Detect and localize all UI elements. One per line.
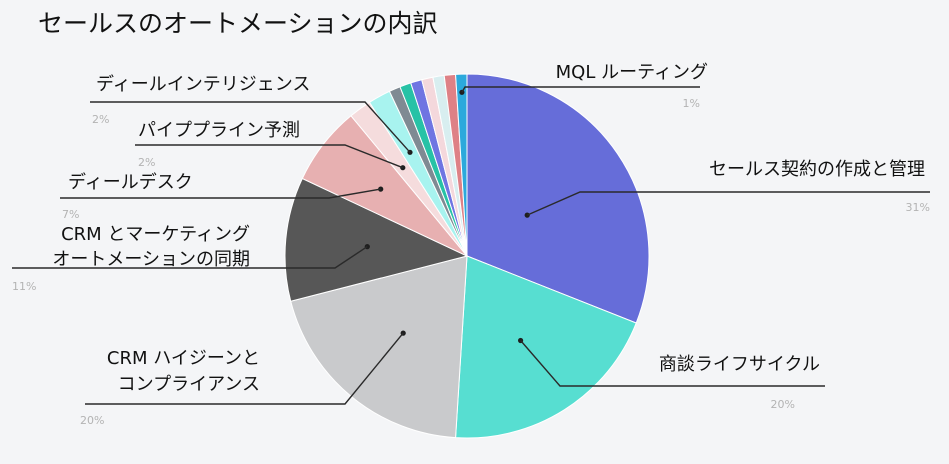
- slice-label-2-0: CRM ハイジーンと: [107, 348, 260, 369]
- slice-percent-3: 11%: [12, 280, 36, 293]
- slice-percent-4: 7%: [62, 208, 79, 221]
- callout-line-5: [135, 144, 404, 169]
- slice-label-4: ディールデスク: [68, 172, 193, 193]
- slice-label-3-0: CRM とマーケティング: [61, 224, 250, 245]
- slice-percent-2: 20%: [80, 414, 104, 427]
- pie-slice-3: [284, 177, 469, 302]
- callout-line-1: [520, 340, 825, 387]
- slice-label-1: 商談ライフサイクル: [659, 354, 820, 375]
- callout-line-4: [60, 188, 381, 199]
- slice-label-3-1: オートメーションの同期: [52, 249, 250, 270]
- slice-percent-5: 2%: [138, 156, 155, 169]
- slice-label-6: ディールインテリジェンス: [96, 74, 310, 95]
- slice-percent-0: 31%: [906, 201, 930, 214]
- callout-line-0: [526, 191, 930, 216]
- chart-title: セールスのオートメーションの内訳: [38, 9, 438, 38]
- pie-slice-0: [466, 73, 650, 324]
- slice-percent-1: 20%: [771, 398, 795, 411]
- callout-line-3: [12, 246, 368, 269]
- slice-label-13: MQL ルーティング: [556, 62, 708, 83]
- callout-line-2: [85, 332, 404, 405]
- slice-label-0: セールス契約の作成と管理: [709, 159, 925, 180]
- pie-slice-13: [455, 73, 468, 257]
- callout-line-13: [461, 86, 700, 93]
- slice-percent-6: 2%: [92, 113, 109, 126]
- slice-label-5: パイププライン予測: [138, 120, 300, 141]
- callout-line-6: [90, 101, 411, 153]
- slice-percent-13: 1%: [683, 97, 700, 110]
- slice-label-2-1: コンプライアンス: [118, 374, 260, 395]
- pie-slice-1: [455, 255, 637, 439]
